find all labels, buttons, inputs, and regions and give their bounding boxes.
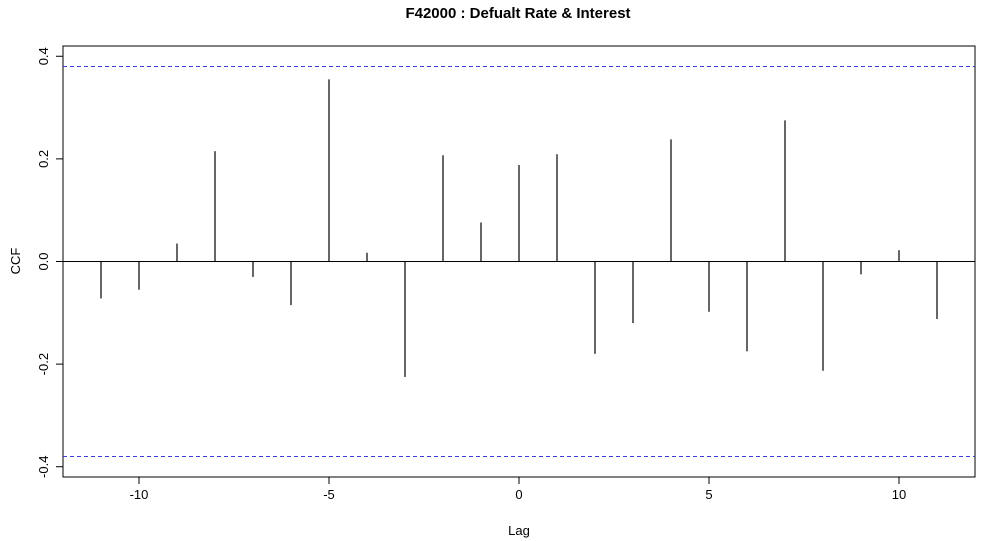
confidence-bounds — [63, 66, 975, 457]
y-tick-label: -0.2 — [36, 353, 51, 375]
x-tick-label: -5 — [323, 487, 335, 502]
ccf-spikes — [100, 79, 938, 377]
x-tick-label: 10 — [892, 487, 906, 502]
x-tick-label: 0 — [515, 487, 522, 502]
x-axis-label: Lag — [508, 523, 530, 538]
x-tick-label: -10 — [130, 487, 149, 502]
y-tick-label: 0.2 — [36, 150, 51, 168]
y-tick-label: 0.4 — [36, 47, 51, 65]
x-tick-label: 5 — [705, 487, 712, 502]
y-tick-label: 0.0 — [36, 252, 51, 270]
y-axis-label: CCF — [8, 248, 23, 275]
y-tick-label: -0.4 — [36, 456, 51, 478]
chart-title: F42000 : Defualt Rate & Interest — [405, 5, 630, 22]
y-axis: -0.4 -0.2 0.0 0.2 0.4 — [36, 47, 63, 478]
x-axis: -10 -5 0 5 10 — [130, 477, 906, 502]
